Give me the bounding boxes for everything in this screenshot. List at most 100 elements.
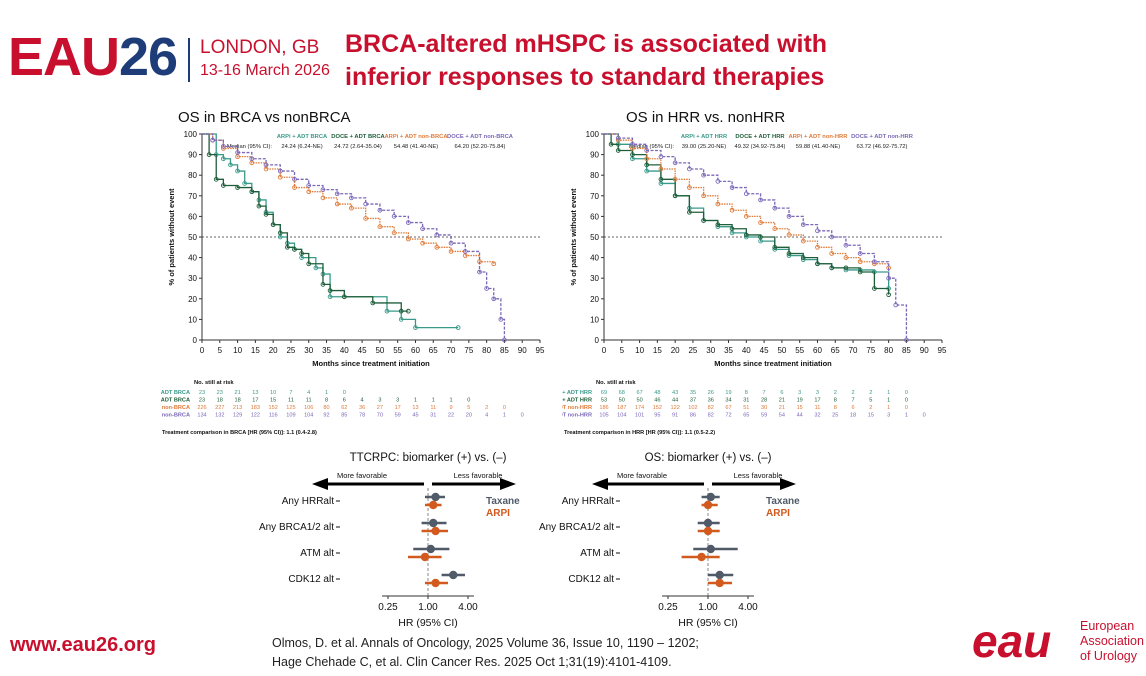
forest-ttcrpc-arrow-left-head	[312, 478, 328, 490]
congress-url[interactable]: www.eau26.org	[10, 634, 156, 656]
logo-number: 26	[119, 27, 178, 87]
km-brca-risk-value: 213	[233, 405, 242, 411]
km-brca-risk-value: 11	[306, 398, 312, 404]
km-hrr-censor-mark	[729, 207, 735, 213]
km-brca-censor-mark	[377, 207, 383, 213]
forest-ttcrpc-x-tick-label: 4.00	[458, 602, 478, 613]
km-brca-risk-value: 1	[432, 398, 435, 404]
eau26-logo: EAU26	[8, 27, 178, 87]
km-brca-risk-value: 2	[485, 405, 488, 411]
km-brca-median-value: 64.20 (52.20-75.84)	[455, 144, 506, 150]
km-brca-risk-value: 13	[412, 405, 418, 411]
km-brca-censor-mark	[398, 308, 404, 314]
km-hrr-risk-row-label: DOCE + ADT non-HRR	[562, 413, 592, 419]
km-brca-censor-mark	[491, 261, 497, 267]
km-brca-censor-mark	[235, 168, 240, 174]
km-hrr-x-tick-label: 15	[653, 346, 662, 355]
km-hrr-censor-mark	[872, 259, 877, 265]
km-brca-censor-mark	[349, 205, 354, 211]
eau-organisation-logo: eau	[972, 615, 1052, 667]
km-hrr-x-tick-label: 85	[902, 346, 911, 355]
km-hrr-y-tick-label: 80	[590, 171, 599, 180]
km-brca-risk-value: 104	[304, 413, 313, 419]
forest-ttcrpc-hr-point	[420, 552, 430, 562]
km-hrr-censor-mark	[672, 193, 678, 199]
km-brca-censor-mark	[263, 162, 269, 168]
km-brca-risk-value: 0	[503, 405, 506, 411]
km-brca-censor-mark	[370, 300, 376, 306]
km-hrr-censor-mark	[630, 152, 635, 157]
km-hrr-x-tick-label: 95	[938, 346, 947, 355]
km-hrr-censor-mark	[644, 156, 650, 162]
forest-ttcrpc-series-label: ARPI	[486, 508, 510, 519]
forest-os-category-label: Any HRRalt	[562, 496, 614, 507]
km-brca-censor-mark	[277, 230, 283, 236]
forest-os-hr-point	[715, 570, 724, 580]
km-brca-risk-value: 4	[485, 413, 488, 419]
km-hrr-censor-mark	[743, 232, 749, 238]
forest-os-hr-point	[706, 492, 715, 502]
km-brca-censor-mark	[391, 214, 397, 219]
km-brca-x-tick-label: 55	[393, 346, 402, 355]
km-hrr-y-tick-label: 10	[590, 315, 599, 324]
km-hrr-risk-value: 3	[887, 413, 890, 419]
forest-os-hr-point	[715, 578, 724, 588]
km-hrr-y-tick-label: 0	[595, 336, 600, 345]
km-hrr-censor-mark	[701, 218, 706, 223]
km-brca-y-tick-label: 10	[188, 315, 197, 324]
km-hrr-y-tick-label: 20	[590, 295, 599, 304]
km-hrr-risk-value: 2	[851, 390, 854, 396]
km-brca-censor-mark	[242, 181, 248, 186]
km-hrr-risk-value: 5	[869, 398, 872, 404]
km-brca-censor-mark	[498, 317, 504, 322]
km-hrr-censor-mark	[615, 148, 621, 153]
forest-os-hr-point	[703, 500, 713, 510]
km-hrr-censor-mark	[729, 185, 735, 190]
km-hrr-risk-value: 44	[797, 413, 803, 419]
km-brca-y-tick-label: 30	[188, 274, 197, 283]
km-brca-x-tick-label: 5	[218, 346, 223, 355]
km-brca-x-tick-label: 50	[375, 346, 384, 355]
km-brca-censor-mark	[398, 317, 404, 322]
km-brca-legend-entry: ARPi + ADT BRCA	[277, 134, 328, 140]
forest-plot-os: OS: biomarker (+) vs. (–) More favorable L…	[539, 452, 800, 629]
forest-os-x-tick-label: 4.00	[738, 602, 758, 613]
km-hrr-censor-mark	[608, 141, 614, 147]
km-hrr-risk-value: 25	[832, 413, 838, 419]
forest-plot-ttcrpc: TTCRPC: biomarker (+) vs. (–) More favora…	[259, 452, 520, 629]
km-brca-risk-value: 132	[215, 413, 224, 419]
km-brca-censor-mark	[285, 244, 290, 250]
km-brca-y-tick-label: 60	[188, 212, 197, 221]
forest-ttcrpc-title: TTCRPC: biomarker (+) vs. (–)	[350, 452, 507, 464]
km-brca-risk-value: 22	[448, 413, 454, 419]
km-hrr-censor-mark	[701, 172, 706, 178]
km-hrr-censor-mark	[658, 166, 664, 172]
km-hrr-median-value: 39.00 (25.20-NE)	[682, 144, 727, 150]
km-brca-x-tick-label: 85	[500, 346, 509, 355]
km-brca-y-axis-label: % of patients without event	[167, 188, 176, 286]
reference-1: Olmos, D. et al. Annals of Oncology, 202…	[272, 636, 699, 650]
km-hrr-treatment-comparison: Treatment comparison in HRR [HR (95% CI)…	[564, 430, 715, 436]
km-brca-censor-mark	[320, 282, 326, 287]
forest-ttcrpc-x-axis-label: HR (95% CI)	[398, 617, 458, 629]
km-hrr-x-tick-label: 65	[831, 346, 840, 355]
km-brca-y-tick-label: 70	[188, 192, 197, 201]
km-hrr-censor-mark	[772, 205, 778, 211]
km-brca-risk-value: 11	[288, 398, 294, 404]
forest-os-arrow-left-head	[592, 478, 608, 490]
km-brca-x-tick-label: 20	[269, 346, 278, 355]
km-brca-censor-mark	[327, 294, 333, 300]
km-hrr-risk-value: 28	[761, 398, 767, 404]
forest-os-x-tick-label: 0.25	[658, 602, 678, 613]
km-hrr-censor-mark	[658, 176, 664, 182]
km-hrr-risk-value: 11	[815, 405, 821, 411]
km-brca-censor-mark	[220, 183, 226, 188]
forest-os-x-axis-label: HR (95% CI)	[678, 617, 738, 629]
km-hrr-censor-mark	[800, 222, 806, 227]
km-brca-risk-value: 27	[377, 405, 383, 411]
km-hrr-y-tick-label: 50	[590, 233, 599, 242]
km-brca-risk-value: 109	[286, 413, 295, 419]
km-brca-legend-entry: DOCE + ADT BRCA	[331, 134, 385, 140]
km-brca-censor-mark	[228, 162, 233, 168]
